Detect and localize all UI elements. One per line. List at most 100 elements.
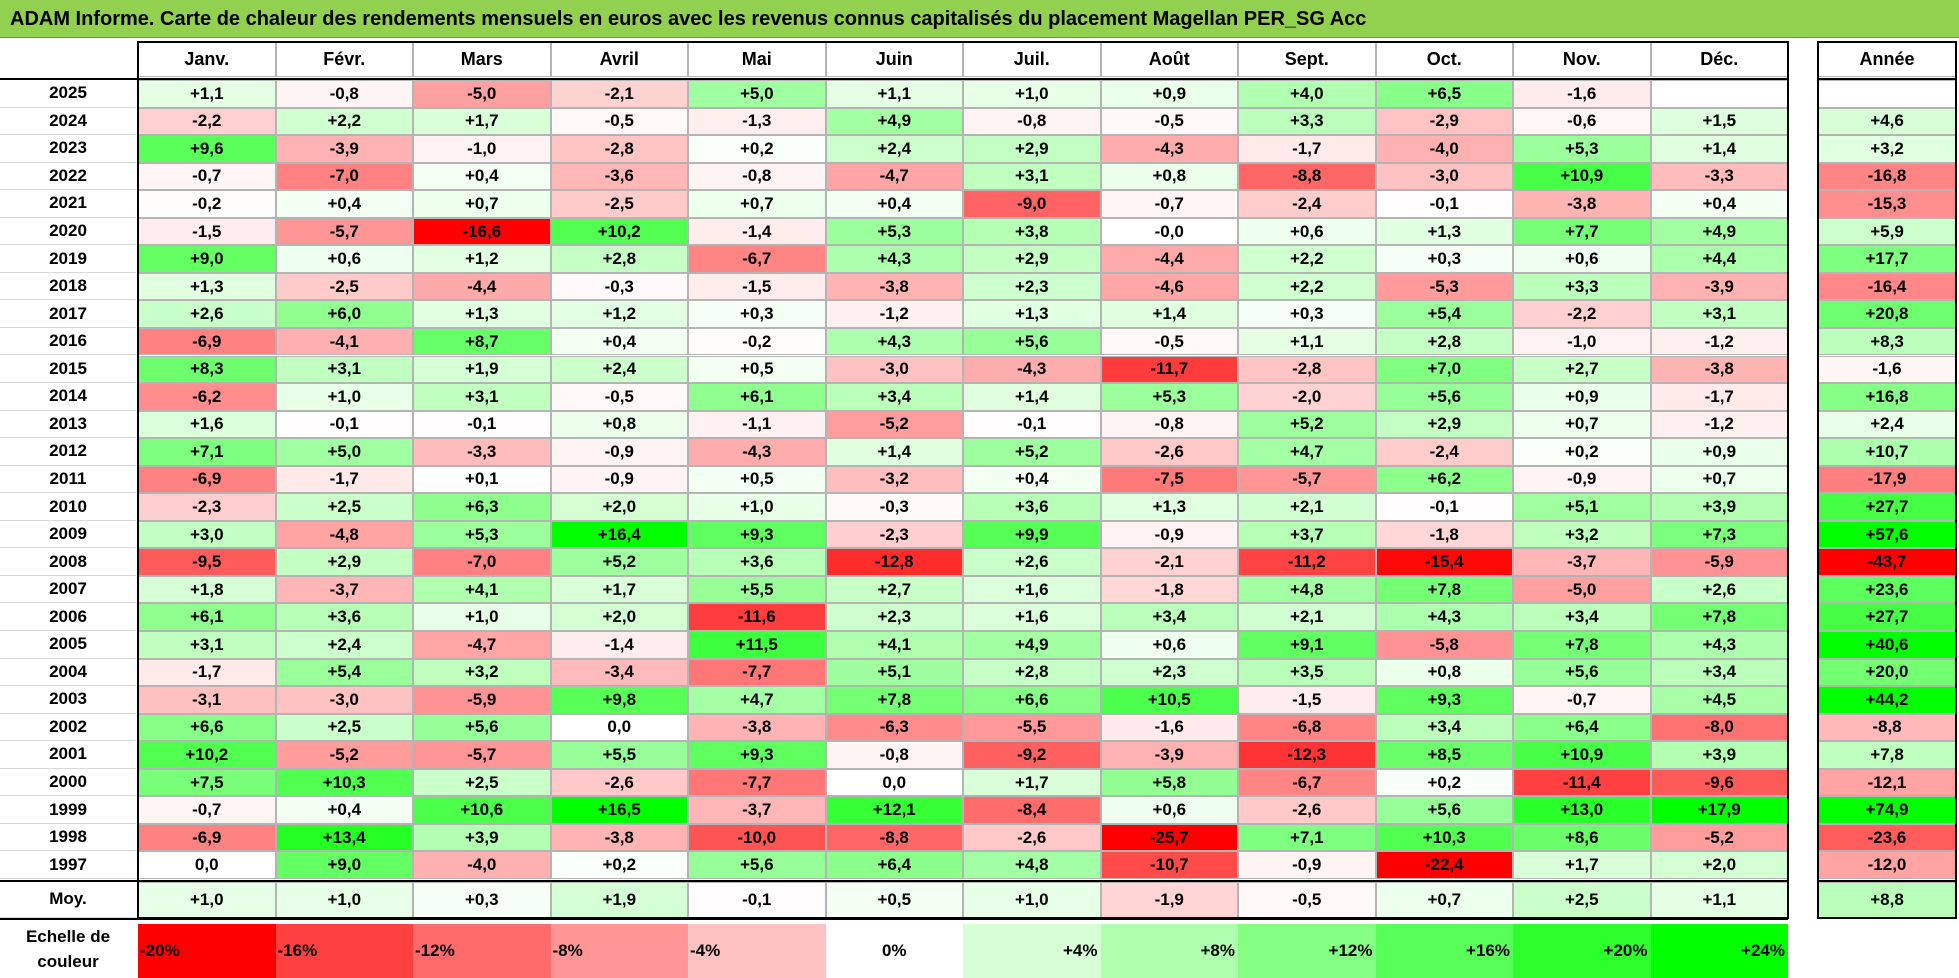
heatmap-cell: +1,0 — [275, 383, 413, 411]
heatmap-cell: -9,5 — [138, 548, 276, 576]
heatmap-cell: +13,4 — [275, 823, 413, 852]
heatmap-cell: +2,3 — [1100, 658, 1238, 687]
heatmap-cell: +5,2 — [550, 548, 688, 576]
heatmap-cell: +7,1 — [1238, 823, 1376, 852]
heatmap-cell: +8,7 — [413, 327, 551, 356]
heatmap-cell: +0,3 — [1375, 245, 1513, 273]
heatmap-cell: -0,8 — [963, 107, 1101, 136]
chart-title: ADAM Informe. Carte de chaleur des rende… — [0, 0, 1959, 38]
heatmap-cell: +9,3 — [1375, 686, 1513, 714]
heatmap-cell: -2,6 — [1238, 796, 1376, 824]
heatmap-cell: -9,6 — [1650, 768, 1788, 797]
average-label: Moy. — [0, 881, 136, 918]
heatmap-cell: +4,7 — [688, 686, 826, 714]
heatmap-cell: +2,2 — [1238, 272, 1376, 301]
annual-cell: +16,8 — [1818, 383, 1956, 411]
heatmap-cell: -3,7 — [275, 575, 413, 604]
average-divider — [1818, 879, 1956, 882]
heatmap-cell: -3,8 — [550, 823, 688, 852]
heatmap-cell: -5,2 — [275, 741, 413, 769]
heatmap-cell: +1,9 — [413, 355, 551, 384]
heatmap-cell: +0,2 — [1513, 438, 1651, 466]
heatmap-cell: -4,3 — [688, 438, 826, 466]
heatmap-cell: +4,9 — [1650, 217, 1788, 246]
heatmap-cell: +5,3 — [825, 217, 963, 246]
annual-cell: +10,7 — [1818, 438, 1956, 466]
heatmap-cell: -2,6 — [963, 823, 1101, 852]
heatmap-cell: -11,2 — [1238, 548, 1376, 576]
annual-cell: +3,2 — [1818, 135, 1956, 163]
heatmap-cell: -7,7 — [688, 768, 826, 797]
heatmap-cell: +1,7 — [1513, 851, 1651, 879]
heatmap-cell: +4,5 — [1650, 686, 1788, 714]
heatmap-cell: +4,3 — [825, 245, 963, 273]
heatmap-cell: -4,3 — [1100, 135, 1238, 163]
heatmap-cell: +5,4 — [1375, 300, 1513, 328]
heatmap-cell: -0,1 — [1375, 493, 1513, 521]
annual-cell: +74,9 — [1818, 796, 1956, 824]
heatmap-cell: -0,9 — [550, 465, 688, 494]
heatmap-cell: +3,6 — [275, 603, 413, 631]
annual-cell: +2,4 — [1818, 410, 1956, 439]
heatmap-cell: +1,4 — [1100, 300, 1238, 328]
heatmap-cell: -3,1 — [138, 686, 276, 714]
heatmap-cell: -5,5 — [963, 713, 1101, 742]
year-label: 2004 — [0, 658, 136, 687]
heatmap-cell: -0,9 — [550, 438, 688, 466]
annual-cell: -16,8 — [1818, 162, 1956, 191]
heatmap-cell: +1,3 — [1100, 493, 1238, 521]
heatmap-cell: -2,2 — [1513, 300, 1651, 328]
heatmap-cell: +3,1 — [963, 162, 1101, 191]
heatmap-cell: -0,2 — [138, 190, 276, 218]
heatmap-cell: -8,4 — [963, 796, 1101, 824]
heatmap-cell: +4,0 — [1238, 80, 1376, 108]
heatmap-cell: -7,7 — [688, 658, 826, 687]
heatmap-cell: +5,1 — [825, 658, 963, 687]
annual-cell — [1818, 80, 1956, 108]
heatmap-cell: +3,1 — [138, 631, 276, 659]
heatmap-cell: +3,6 — [688, 548, 826, 576]
heatmap-cell: -1,0 — [1513, 327, 1651, 356]
heatmap-cell: +4,3 — [825, 327, 963, 356]
heatmap-cell: +6,3 — [413, 493, 551, 521]
heatmap-cell: -9,0 — [963, 190, 1101, 218]
heatmap-cell: -15,4 — [1375, 548, 1513, 576]
heatmap-cell: +1,6 — [963, 575, 1101, 604]
year-label: 1999 — [0, 796, 136, 824]
month-header: Juin — [825, 42, 963, 77]
heatmap-cell: +5,8 — [1100, 768, 1238, 797]
heatmap-cell: -0,6 — [1513, 107, 1651, 136]
heatmap-cell: +2,7 — [1513, 355, 1651, 384]
heatmap-cell: -2,1 — [1100, 548, 1238, 576]
heatmap-cell: -1,2 — [1650, 327, 1788, 356]
heatmap-cell: +0,7 — [1513, 410, 1651, 439]
annual-cell: +40,6 — [1818, 631, 1956, 659]
heatmap-cell: +7,8 — [1650, 603, 1788, 631]
heatmap-cell: +6,6 — [138, 713, 276, 742]
heatmap-cell: -0,9 — [1238, 851, 1376, 879]
month-header: Juil. — [963, 42, 1101, 77]
heatmap-cell: +3,4 — [1650, 658, 1788, 687]
heatmap-cell: -3,0 — [1375, 162, 1513, 191]
heatmap-cell: +5,6 — [1375, 383, 1513, 411]
heatmap-cell: +1,3 — [138, 272, 276, 301]
heatmap-cell: -1,3 — [688, 107, 826, 136]
heatmap-cell: +2,3 — [825, 603, 963, 631]
heatmap-cell: -5,2 — [1650, 823, 1788, 852]
heatmap-cell: +9,1 — [1238, 631, 1376, 659]
heatmap-cell: +2,9 — [963, 245, 1101, 273]
heatmap-cell: -2,5 — [550, 190, 688, 218]
heatmap-cell: +5,3 — [1100, 383, 1238, 411]
heatmap-cell: +3,6 — [963, 493, 1101, 521]
year-label: 2021 — [0, 190, 136, 218]
heatmap-cell: +6,4 — [1513, 713, 1651, 742]
heatmap-cell: -4,4 — [413, 272, 551, 301]
heatmap-cell: -0,7 — [1513, 686, 1651, 714]
heatmap-cell: -4,0 — [1375, 135, 1513, 163]
heatmap-cell: +2,8 — [1375, 327, 1513, 356]
heatmap-cell: +5,6 — [688, 851, 826, 879]
color-scale-swatch: +12% — [1238, 924, 1376, 978]
heatmap-cell: +1,1 — [138, 80, 276, 108]
annual-cell: -1,6 — [1818, 355, 1956, 384]
heatmap-cell: +1,8 — [138, 575, 276, 604]
